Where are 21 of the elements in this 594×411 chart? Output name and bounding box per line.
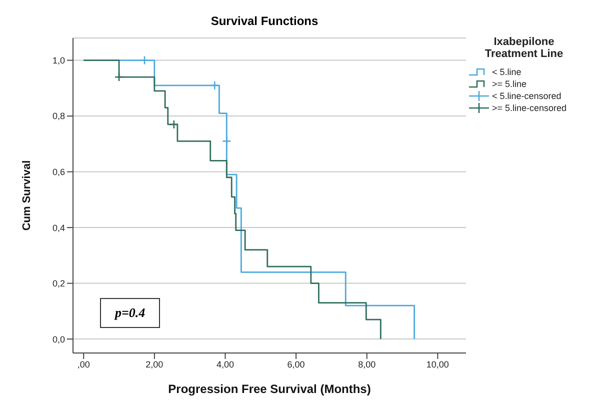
legend-label: >= 5.line-censored [492,102,567,114]
legend-label: < 5.line-censored [492,90,562,102]
annotation: p=0.4 [100,298,160,328]
y-tick-label: 0,8 [52,111,65,122]
x-axis-title: Progression Free Survival (Months) [168,382,371,396]
y-tick-label: 0,6 [52,167,65,177]
y-tick-label: 0,0 [52,334,65,344]
x-tick-label: ,00 [77,359,90,370]
x-tick-label: 6,00 [287,359,305,370]
y-axis-title: Cum Survival [20,160,33,231]
x-tick-label: 8,00 [358,359,376,370]
x-tick-label: 4,00 [216,359,234,370]
legend-label: < 5.line [492,66,522,78]
y-tick-label: 0,4 [52,222,65,233]
x-tick-label: 10,00 [426,359,449,370]
x-tick-label: 2,00 [146,359,164,370]
legend-label: >= 5.line [492,78,527,90]
y-tick-label: 1,0 [52,55,65,66]
chart-title: Survival Functions [210,14,320,28]
legend-title: Ixabepilone Treatment Line [484,36,564,60]
y-tick-label: 0,2 [52,278,65,289]
